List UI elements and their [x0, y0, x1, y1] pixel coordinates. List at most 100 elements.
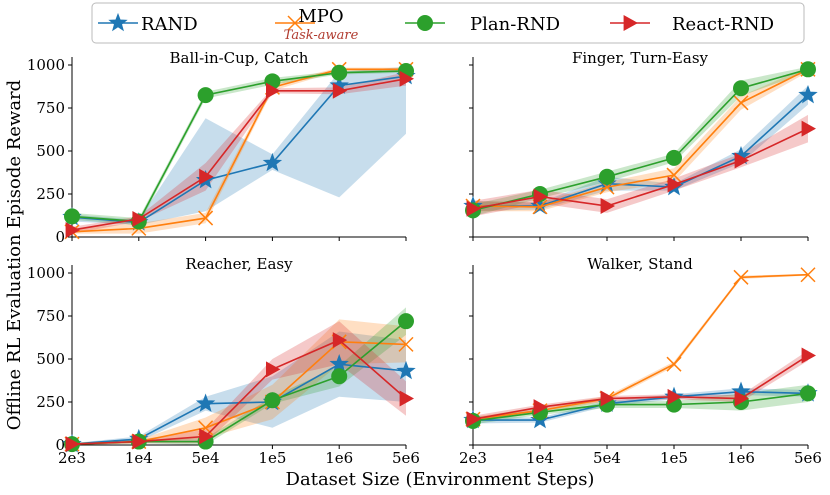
point-plan-rnd	[666, 149, 682, 166]
y-tick-label: 0	[55, 228, 65, 246]
point-rand	[396, 360, 416, 380]
y-tick-label: 250	[36, 393, 65, 411]
x-icon	[287, 15, 303, 31]
point-react-rnd	[332, 332, 348, 349]
x-tick-label: 2e3	[58, 449, 86, 467]
point-rand	[329, 354, 349, 373]
subplot-title: Reacher, Easy	[185, 255, 293, 273]
x-tick-label: 1e4	[526, 449, 554, 467]
legend-box	[91, 2, 805, 44]
x-tick-label: 2e3	[459, 449, 487, 467]
point-react-rnd	[399, 390, 414, 407]
point-plan-rnd	[800, 61, 816, 78]
point-mpo	[733, 95, 749, 111]
point-mpo	[198, 210, 214, 226]
x-tick-label: 5e4	[593, 449, 621, 467]
point-react-rnd	[132, 433, 147, 450]
x-tick-label: 5e6	[794, 449, 822, 467]
point-plan-rnd	[800, 385, 816, 402]
y-tick-label: 500	[36, 142, 65, 160]
point-plan-rnd	[64, 208, 80, 225]
legend-item-react-rnd	[610, 15, 650, 31]
point-plan-rnd	[398, 313, 414, 330]
x-tick-label: 1e6	[727, 449, 755, 467]
subplot-walker: Walker, Stand 2e3 1e4 5e4 1e5 1e6 5e6	[459, 255, 822, 467]
point-react-rnd	[801, 347, 816, 364]
legend-item-plan-rnd	[405, 15, 445, 31]
y-tick-label: 750	[36, 99, 65, 117]
point-react-rnd	[600, 198, 615, 215]
series-line-plan-rnd	[472, 392, 809, 422]
point-react-rnd	[399, 70, 414, 87]
y-tick-label: 0	[55, 436, 65, 454]
point-react-rnd	[199, 428, 214, 445]
x-tick-label: 1e4	[125, 449, 153, 467]
point-react-rnd	[801, 120, 816, 137]
band-react-rnd	[72, 71, 406, 234]
y-tick-label: 500	[36, 350, 65, 368]
series-line-react-rnd	[472, 354, 809, 420]
y-tick-label: 250	[36, 185, 65, 203]
subplot-ball-in-cup: Ball-in-Cup, Catch 0 250 500 750 1000	[27, 49, 416, 246]
legend-item-rand	[98, 12, 138, 32]
point-react-rnd	[132, 210, 147, 227]
point-react-rnd	[65, 222, 80, 239]
point-plan-rnd	[197, 87, 214, 104]
legend-label-plan-rnd: Plan-RND	[470, 14, 560, 35]
point-react-rnd	[600, 390, 615, 407]
legend-item-mpo	[275, 15, 315, 31]
subplot-title: Finger, Turn-Easy	[572, 49, 709, 67]
band-mpo	[72, 67, 406, 234]
band-react-rnd	[473, 350, 808, 423]
point-react-rnd	[466, 200, 481, 217]
series-line-mpo	[71, 68, 406, 233]
band-mpo	[473, 66, 808, 212]
y-tick-label: 750	[36, 307, 65, 325]
subplot-title: Ball-in-Cup, Catch	[170, 49, 309, 67]
triangle-right-icon	[623, 15, 638, 31]
series-line-plan-rnd	[472, 68, 809, 212]
point-plan-rnd	[599, 168, 615, 185]
x-tick-label: 5e6	[392, 449, 420, 467]
series-line-mpo	[472, 273, 809, 420]
band-rand	[72, 66, 406, 225]
x-tick-label: 5e4	[192, 449, 220, 467]
series-line-react-rnd	[71, 78, 407, 231]
point-react-rnd	[734, 390, 749, 407]
subplot-reacher: Reacher, Easy 0 250 500 750 1000 2e3 1e4 5e4 1e5…	[27, 255, 420, 467]
point-react-rnd	[266, 82, 281, 99]
star-icon	[108, 12, 128, 32]
point-mpo	[666, 356, 682, 372]
point-rand	[195, 393, 216, 412]
point-mpo	[398, 336, 414, 352]
subplot-title: Walker, Stand	[587, 255, 693, 273]
band-plan-rnd	[473, 66, 808, 217]
series-line-react-rnd	[472, 127, 809, 210]
band-react-rnd	[72, 321, 406, 445]
band-rand	[72, 331, 406, 445]
point-plan-rnd	[331, 368, 348, 385]
point-react-rnd	[199, 168, 214, 185]
legend-sublabel-mpo: Task-aware	[284, 28, 359, 43]
point-react-rnd	[332, 82, 348, 99]
legend-label-rand: RAND	[141, 14, 198, 35]
point-react-rnd	[667, 176, 682, 193]
point-react-rnd	[734, 152, 749, 169]
circle-icon	[417, 15, 433, 31]
point-plan-rnd	[733, 80, 749, 97]
point-react-rnd	[466, 411, 481, 428]
band-mpo	[72, 319, 406, 445]
subplot-finger: Finger, Turn-Easy	[463, 49, 818, 241]
point-react-rnd	[533, 399, 548, 416]
x-tick-label: 1e5	[660, 449, 688, 467]
legend-label-react-rnd: React-RND	[672, 14, 774, 35]
point-react-rnd	[533, 188, 548, 205]
band-rand	[473, 388, 808, 424]
point-mpo	[733, 269, 749, 285]
point-react-rnd	[65, 436, 80, 453]
x-tick-label: 1e5	[258, 449, 286, 467]
legend-label-mpo: MPO	[298, 6, 343, 27]
point-plan-rnd	[331, 64, 348, 81]
point-react-rnd	[266, 361, 281, 378]
